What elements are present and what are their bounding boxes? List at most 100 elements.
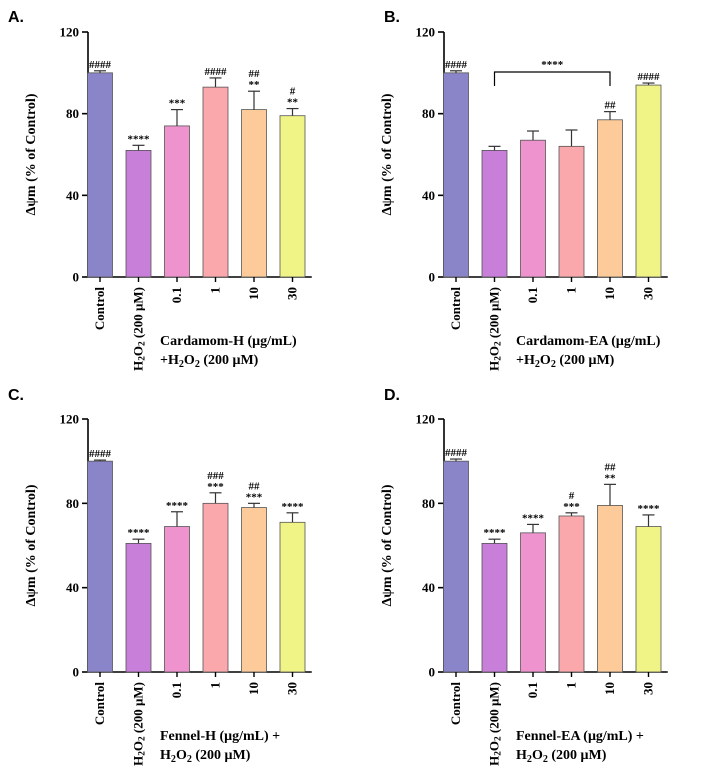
- significance-label: **: [249, 79, 261, 91]
- bar: [202, 86, 229, 278]
- x-tick-label: H2O2 (200 μM): [131, 682, 148, 766]
- significance-label: ####: [638, 71, 661, 83]
- y-tick-label: 80: [422, 496, 435, 511]
- significance-bracket: [493, 71, 611, 86]
- x-tick-label: 30: [641, 682, 656, 695]
- significance-label: ####: [89, 59, 112, 71]
- x-tick-label: 1: [564, 287, 579, 294]
- bar: [635, 84, 662, 278]
- x-axis-caption: Fennel-EA (μg/mL) +: [516, 729, 644, 744]
- bar: [558, 515, 585, 673]
- panel-c: C. Δψm (% of Control) 0 40 80 120 #### Control *…: [8, 387, 312, 766]
- y-axis-label: Δψm (% of Control): [380, 484, 395, 606]
- x-tick-label: H2O2 (200 μM): [131, 287, 148, 371]
- y-tick-label: 120: [416, 25, 436, 40]
- significance-label: ****: [522, 512, 545, 524]
- bar: [125, 150, 152, 278]
- x-tick-label: 10: [602, 682, 617, 695]
- x-axis-caption: Fennel-H (μg/mL) +: [160, 729, 280, 744]
- bar: [279, 115, 306, 278]
- x-tick-label: 0.1: [169, 682, 184, 698]
- significance-label: **: [605, 472, 617, 484]
- y-tick-label: 40: [422, 580, 435, 595]
- x-tick-label: 0.1: [169, 287, 184, 303]
- y-tick-label: 80: [66, 496, 79, 511]
- significance-label: ##: [605, 461, 617, 473]
- y-axis-label: Δψm (% of Control): [24, 93, 39, 215]
- significance-label: ****: [638, 503, 661, 515]
- significance-label: #: [569, 490, 575, 502]
- x-tick-label: Control: [448, 682, 463, 725]
- y-tick-label: 40: [66, 580, 79, 595]
- significance-label: ####: [445, 59, 468, 71]
- x-tick-label: 30: [285, 287, 300, 300]
- x-axis-caption: H2O2 (200 μM): [516, 748, 607, 765]
- y-tick-label: 120: [60, 25, 80, 40]
- bar: [279, 521, 306, 673]
- x-axis-caption: Cardamom-H (μg/mL): [160, 334, 297, 349]
- panel-letter: A.: [8, 9, 24, 26]
- x-tick-label: 0.1: [525, 682, 540, 698]
- x-tick-label: 1: [208, 682, 223, 689]
- bar: [635, 526, 662, 673]
- panel-b: B. Δψm (% of Control) 0 40 80 120 #### Control H…: [380, 9, 668, 371]
- bar: [202, 502, 229, 673]
- x-tick-label: 30: [641, 287, 656, 300]
- x-tick-label: 30: [285, 682, 300, 695]
- significance-label: ***: [169, 98, 186, 110]
- x-tick-label: 1: [208, 287, 223, 294]
- y-tick-label: 40: [66, 188, 79, 203]
- significance-label: ***: [563, 501, 580, 513]
- y-axis-label: Δψm (% of Control): [24, 484, 39, 606]
- panel-d: D. Δψm (% of Control) 0 40 80 120 #### Control *…: [380, 387, 668, 766]
- panel-letter: B.: [384, 9, 400, 26]
- x-axis-caption: +H2O2 (200 μM): [160, 353, 259, 370]
- x-tick-label: H2O2 (200 μM): [487, 682, 504, 766]
- bar: [87, 460, 113, 673]
- y-tick-label: 120: [60, 412, 80, 427]
- panel-a: A. Δψm (% of Control) 0 40 80 120 #### Control *…: [8, 9, 312, 371]
- significance-label: ***: [207, 481, 224, 493]
- bar: [241, 109, 267, 278]
- x-axis-caption: Cardamom-EA (μg/mL): [516, 334, 661, 349]
- significance-label: ###: [207, 470, 224, 482]
- bar: [125, 542, 152, 673]
- x-tick-label: 10: [246, 287, 261, 300]
- bar: [164, 526, 190, 673]
- x-tick-label: 10: [602, 287, 617, 300]
- significance-label: ****: [128, 133, 151, 145]
- bar: [164, 125, 190, 278]
- bar: [597, 119, 623, 278]
- x-tick-label: 0.1: [525, 287, 540, 303]
- bar: [481, 542, 508, 673]
- significance-label: ##: [249, 68, 261, 80]
- y-tick-label: 120: [416, 412, 436, 427]
- y-tick-label: 80: [66, 106, 79, 121]
- significance-label: ****: [166, 500, 189, 512]
- y-tick-label: 40: [422, 188, 435, 203]
- significance-label: ****: [282, 501, 305, 513]
- bar: [241, 507, 267, 673]
- significance-label: ****: [484, 527, 507, 539]
- y-tick-label: 0: [429, 270, 436, 285]
- x-axis-caption: +H2O2 (200 μM): [516, 353, 615, 370]
- significance-label: ##: [249, 480, 261, 492]
- significance-label: **: [287, 97, 299, 109]
- significance-label: ####: [205, 66, 228, 78]
- bar: [481, 150, 508, 278]
- y-axis-label: Δψm (% of Control): [380, 93, 395, 215]
- bar: [558, 145, 585, 278]
- x-tick-label: Control: [92, 287, 107, 330]
- significance-label: ##: [605, 100, 617, 112]
- bar: [597, 505, 623, 673]
- significance-label: ***: [246, 491, 263, 503]
- x-axis-caption: H2O2 (200 μM): [160, 748, 251, 765]
- bar: [443, 72, 469, 278]
- x-tick-label: H2O2 (200 μM): [487, 287, 504, 371]
- significance-label: ####: [89, 448, 112, 460]
- y-tick-label: 0: [73, 270, 80, 285]
- x-tick-label: Control: [448, 287, 463, 330]
- significance-label: ****: [128, 527, 151, 539]
- panel-letter: D.: [384, 387, 400, 404]
